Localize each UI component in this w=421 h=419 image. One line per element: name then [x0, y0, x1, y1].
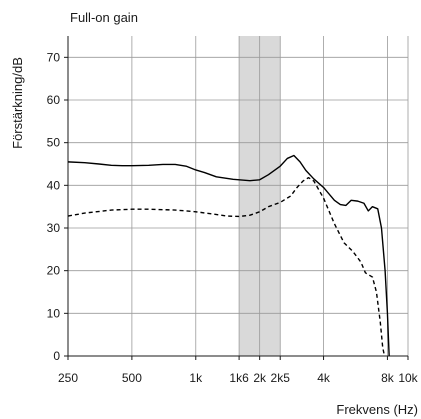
y-tick-label: 60 [47, 93, 61, 107]
x-axis-title: Frekvens (Hz) [336, 402, 418, 417]
x-tick-label: 500 [122, 371, 142, 385]
y-tick-label: 70 [47, 50, 61, 64]
series-line-dashed [67, 176, 386, 357]
x-tick-label: 1k [189, 371, 203, 385]
x-tick-label: 10k [398, 371, 418, 385]
y-tick-label: 50 [47, 136, 61, 150]
x-tick-label: 8k [381, 371, 395, 385]
y-tick-label: 0 [53, 349, 60, 363]
x-tick-label: 2k [253, 371, 267, 385]
y-tick-label: 20 [47, 264, 61, 278]
x-tick-label: 2k5 [271, 371, 291, 385]
y-tick-label: 30 [47, 221, 61, 235]
y-axis-title: Förstärkning/dB [10, 57, 25, 149]
chart-title: Full-on gain [70, 10, 138, 25]
series-line-solid [67, 154, 390, 357]
x-tick-label: 1k6 [229, 371, 249, 385]
plot-area: 250 500 1k 1k6 2k 2k5 4k 8k 10k 0 10 20 30 40 50 60 70 [47, 36, 419, 385]
x-tick-label: 4k [317, 371, 331, 385]
y-tick-label: 40 [47, 178, 61, 192]
x-tick-label: 250 [58, 371, 78, 385]
y-tick-label: 10 [47, 306, 61, 320]
